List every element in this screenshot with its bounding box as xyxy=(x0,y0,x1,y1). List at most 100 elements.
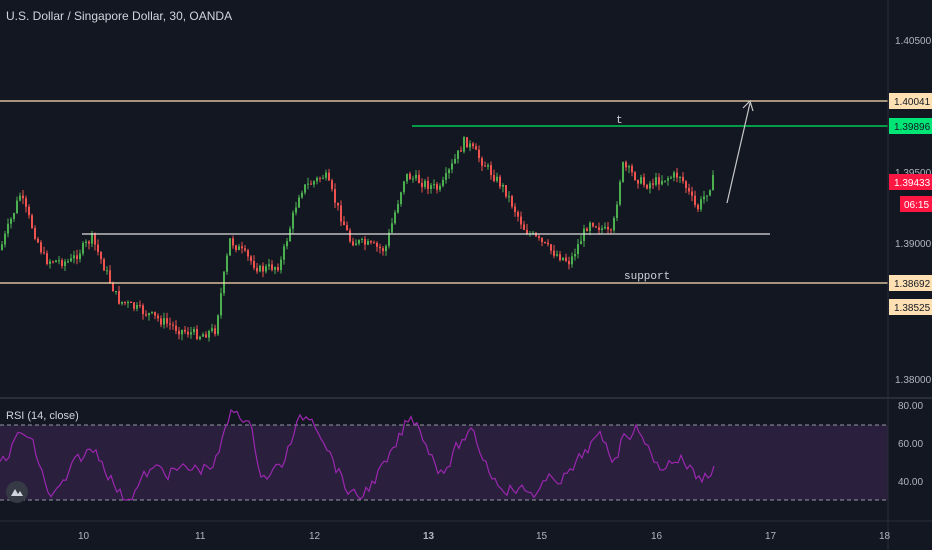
candle-body xyxy=(109,270,111,283)
candle-body xyxy=(268,264,270,267)
candle-body xyxy=(385,245,387,252)
candle-body xyxy=(559,254,561,261)
candle-body xyxy=(469,143,471,148)
candle-body xyxy=(448,169,450,174)
candle-body xyxy=(577,244,579,255)
candle-body xyxy=(112,282,114,292)
candle-body xyxy=(325,172,327,178)
rsi-tick: 80.00 xyxy=(898,401,923,412)
candle-body xyxy=(25,198,27,207)
candle-body xyxy=(637,180,639,184)
rsi-axis[interactable]: 80.00 60.00 40.00 xyxy=(898,401,923,488)
candle-body xyxy=(67,261,69,263)
candle-body xyxy=(445,173,447,180)
price-tag-text: 1.39896 xyxy=(894,122,931,133)
tradingview-logo-icon[interactable] xyxy=(6,481,28,503)
candle-body xyxy=(565,257,567,261)
candle-body xyxy=(31,215,33,228)
candle-body xyxy=(682,176,684,182)
candle-body xyxy=(487,165,489,167)
candle-body xyxy=(412,178,414,180)
candle-body xyxy=(94,233,96,245)
candle-body xyxy=(457,150,459,159)
time-tick: 17 xyxy=(765,531,777,542)
candle-body xyxy=(304,184,306,193)
rsi-title[interactable]: RSI (14, close) xyxy=(6,410,79,422)
candle-body xyxy=(676,172,678,178)
candle-body xyxy=(175,325,177,331)
candle-body xyxy=(625,162,627,168)
price-axis[interactable]: 1.40500 1.39500 1.39000 1.38000 xyxy=(895,36,932,386)
candle-body xyxy=(43,252,45,254)
candle-body xyxy=(181,329,183,335)
symbol-title[interactable]: U.S. Dollar / Singapore Dollar, 30, OAND… xyxy=(6,9,233,23)
time-tick: 13 xyxy=(423,531,435,542)
candle-body xyxy=(364,238,366,245)
price-tag-countdown: 06:15 xyxy=(900,196,932,212)
projection-arrow[interactable] xyxy=(726,102,751,204)
candle-body xyxy=(592,222,594,227)
candle-body xyxy=(427,180,429,189)
support-line-label: support xyxy=(624,271,670,283)
price-tag-text: 1.39433 xyxy=(894,178,931,189)
candle-body xyxy=(49,261,51,265)
candle-body xyxy=(220,293,222,316)
candle-body xyxy=(115,291,117,293)
candle-body xyxy=(10,218,12,224)
candle-body xyxy=(22,195,24,199)
candle-body xyxy=(484,165,486,167)
candle-body xyxy=(502,184,504,187)
candle-body xyxy=(550,244,552,251)
candle-body xyxy=(604,226,606,229)
arrow-head-icon xyxy=(742,99,754,112)
candle-body xyxy=(694,195,696,205)
candle-body xyxy=(511,196,513,207)
candle-body xyxy=(97,244,99,252)
candle-body xyxy=(643,177,645,185)
candle-body xyxy=(316,177,318,182)
rsi-tick: 60.00 xyxy=(898,439,923,450)
candle-body xyxy=(235,245,237,251)
time-tick: 12 xyxy=(309,531,321,542)
candle-body xyxy=(394,212,396,224)
candle-body xyxy=(409,173,411,180)
candle-body xyxy=(130,301,132,303)
candle-body xyxy=(541,237,543,242)
candle-body xyxy=(148,313,150,316)
candle-body xyxy=(481,158,483,166)
candle-body xyxy=(73,255,75,259)
candle-body xyxy=(358,240,360,244)
candle-body xyxy=(253,260,255,268)
candle-body xyxy=(493,175,495,181)
candle-body xyxy=(361,238,363,241)
candle-body xyxy=(145,314,147,316)
candle-body xyxy=(586,228,588,232)
candle-body xyxy=(451,163,453,170)
candle-body xyxy=(616,204,618,218)
candle-body xyxy=(562,257,564,261)
candle-body xyxy=(544,241,546,243)
candle-body xyxy=(4,233,6,245)
time-axis[interactable]: 10 11 12 13 15 16 17 18 xyxy=(78,531,891,542)
time-tick: 10 xyxy=(78,531,90,542)
candle-body xyxy=(151,311,153,314)
candle-body xyxy=(490,165,492,176)
candle-body xyxy=(298,197,300,208)
candle-body xyxy=(673,172,675,178)
candle-body xyxy=(331,180,333,190)
candle-body xyxy=(19,195,21,201)
candle-body xyxy=(442,179,444,186)
candle-body xyxy=(124,301,126,304)
candle-body xyxy=(274,267,276,270)
rsi-band xyxy=(0,425,888,500)
candle-body xyxy=(34,227,36,239)
candle-body xyxy=(169,323,171,325)
candle-body xyxy=(322,177,324,179)
time-tick: 18 xyxy=(879,531,891,542)
candle-body xyxy=(697,204,699,210)
candle-body xyxy=(397,204,399,213)
candle-body xyxy=(28,206,30,216)
candle-body xyxy=(526,229,528,235)
rsi-tick: 40.00 xyxy=(898,477,923,488)
